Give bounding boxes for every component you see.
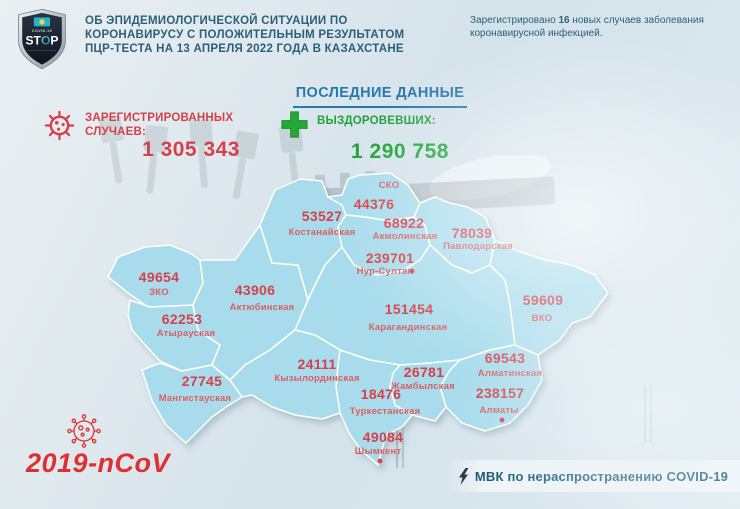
region-name-label: Нур-Султан: [357, 266, 414, 277]
virus-caption: 2019-nCoV: [26, 448, 171, 478]
region-case-count: 59609: [523, 292, 563, 308]
kazakhstan-map: 44376 СКО 53527 Костанайская 68922Акмолинска…: [107, 172, 609, 466]
region-case-count: 62253: [162, 311, 202, 327]
new-cases-note: Зарегистрировано 16 новых случаев заболе…: [470, 14, 722, 40]
page-title: ОБ ЭПИДЕМИОЛОГИЧЕСКОЙ СИТУАЦИИ ПО КОРОНА…: [85, 15, 465, 56]
region-case-count: 49654: [139, 269, 179, 285]
recovered-label: ВЫЗДОРОВЕВШИХ:: [317, 115, 436, 127]
city-marker-dot: [499, 417, 505, 423]
region-case-count: 49084: [363, 429, 403, 445]
region-name-label: Алматы: [479, 405, 518, 416]
region-case-count: 27745: [182, 373, 222, 389]
region-name-label: Атырауская: [157, 328, 216, 339]
region-case-count: 151454: [385, 301, 434, 317]
city-marker-dot: [377, 458, 383, 464]
logo-stop-label: STOP: [25, 33, 58, 47]
title-line-3: ПЦР-ТЕСТА НА 13 АПРЕЛЯ 2022 ГОДА В КАЗАХ…: [85, 42, 404, 55]
region-name-label: Алматинская: [478, 368, 542, 379]
region-case-count: 68922: [384, 215, 424, 231]
region-name-label: Павлодарская: [443, 241, 513, 252]
region-name-label: Жамбылская: [390, 381, 455, 392]
plus-icon: [281, 111, 308, 138]
new-cases-suffix: новых случаев заболевания коронавирусной…: [470, 15, 704, 39]
region-name-label: Костанайская: [289, 227, 356, 238]
region-name-label: Карагандинская: [369, 322, 448, 333]
map-region-kyzylorda: [229, 329, 341, 420]
registered-label-line2: СЛУЧАЕВ:: [85, 125, 147, 138]
region-name-label: Шымкент: [355, 446, 402, 457]
region-case-count: 78039: [452, 225, 492, 241]
recovered-value: 1 290 758: [351, 140, 449, 163]
region-name-label: Актюбинская: [230, 302, 295, 313]
region-case-count: 53527: [302, 208, 342, 224]
region-case-count: 69543: [485, 350, 525, 366]
lightning-icon: [458, 467, 469, 485]
stop-covid-logo: COVID-19 STOP: [18, 8, 66, 70]
region-name-label: ЗКО: [149, 287, 169, 298]
region-case-count: 24111: [298, 356, 337, 372]
committee-banner: МВК по нераспространению COVID-19: [446, 460, 740, 492]
background-pipette-line: [650, 386, 652, 442]
virus-icon: [44, 110, 75, 141]
region-case-count: 26781: [404, 364, 444, 380]
region-name-label: Акмолинская: [373, 231, 438, 242]
new-cases-prefix: Зарегистрировано: [470, 15, 559, 26]
registered-cases-label: ЗАРЕГИСТРИРОВАННЫХ СЛУЧАЕВ:: [85, 112, 233, 139]
region-case-count: 238157: [476, 385, 525, 401]
new-cases-count: 16: [558, 15, 570, 26]
title-line-1: ОБ ЭПИДЕМИОЛОГИЧЕСКОЙ СИТУАЦИИ ПО: [85, 15, 348, 27]
region-case-count: 239701: [366, 250, 415, 266]
registered-cases-value: 1 305 343: [142, 138, 240, 161]
committee-label: МВК по нераспространению COVID-19: [474, 468, 729, 484]
region-name-label: Кызылординская: [274, 373, 359, 384]
section-title-latest-data: ПОСЛЕДНИЕ ДАННЫЕ: [293, 85, 467, 108]
region-case-count: 44376: [354, 196, 394, 212]
title-line-2: КОРОНАВИРУСУ С ПОЛОЖИТЕЛЬНЫМ РЕЗУЛЬТАТОМ: [85, 28, 405, 41]
region-name-label: ВКО: [532, 313, 553, 324]
region-name-label: Мангистауская: [159, 393, 232, 404]
region-name-label: СКО: [379, 180, 400, 191]
region-case-count: 43906: [235, 282, 275, 298]
coronavirus-outline-icon: [67, 414, 101, 448]
city-marker-dot: [409, 268, 415, 274]
logo-covid-label: COVID-19: [32, 29, 52, 33]
region-name-label: Туркестанская: [350, 406, 421, 417]
registered-label-line1: ЗАРЕГИСТРИРОВАННЫХ: [85, 112, 234, 124]
map-region-vko: [489, 239, 609, 356]
region-case-count: 18476: [361, 386, 401, 402]
